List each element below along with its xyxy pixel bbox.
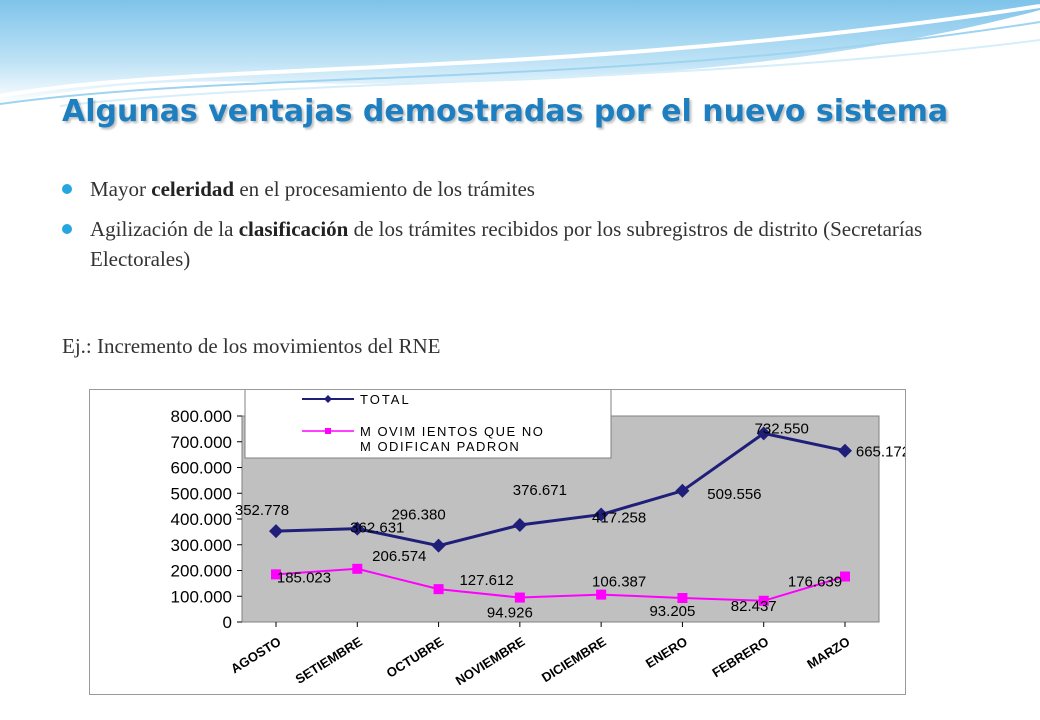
data-label: 127.612 xyxy=(459,572,513,589)
data-label: 296.380 xyxy=(391,507,445,524)
legend-diamond-icon xyxy=(324,395,332,403)
data-point-total xyxy=(756,426,771,441)
data-label: 732.550 xyxy=(755,420,809,437)
line-chart: 800.000 700.000 600.000 500.000 400.000 300.0… xyxy=(171,390,905,689)
data-point-movimientos xyxy=(596,589,607,600)
bullet-item: Agilización de la clasificación de los t… xyxy=(62,214,992,274)
data-point-total xyxy=(675,483,690,498)
bullet-dot-icon xyxy=(62,184,72,194)
series-line-total xyxy=(275,431,846,548)
legend-label-movimientos-line1: M OVIM IENTOS QUE NO xyxy=(360,424,544,439)
data-label: 206.574 xyxy=(372,548,426,565)
bullet-text-before: Mayor xyxy=(90,177,152,201)
data-point-movimientos xyxy=(514,592,525,603)
data-point-movimientos xyxy=(352,563,363,574)
data-label: 185.023 xyxy=(277,569,331,586)
bullet-text-bold: clasificación xyxy=(238,217,349,241)
x-category-label: NOVIEMBRE xyxy=(453,634,528,689)
data-point-total xyxy=(269,524,283,539)
y-tick-label: 100.000 xyxy=(171,587,232,606)
bullet-text-bold: celeridad xyxy=(151,177,235,201)
bullet-text-after: de los trámites recibidos por los subreg… xyxy=(90,217,923,271)
x-category-label: FEBRERO xyxy=(709,634,771,680)
x-category-label: ENERO xyxy=(643,634,690,671)
legend-box xyxy=(244,390,612,459)
x-category-label: OCTUBRE xyxy=(384,634,447,681)
data-label: 362.631 xyxy=(350,520,404,537)
y-tick-label: 400.000 xyxy=(171,510,232,529)
bullet-text-before: Agilización de la xyxy=(90,217,239,241)
data-label: 93.205 xyxy=(649,603,695,620)
data-label: 376.671 xyxy=(513,482,567,499)
data-label: 82.437 xyxy=(731,598,777,615)
series-line-movimientos xyxy=(275,567,846,602)
data-label: 417.258 xyxy=(592,510,646,527)
y-tick-label: 800.000 xyxy=(171,407,232,426)
x-category-label: DICIEMBRE xyxy=(539,634,609,686)
bullet-list: Mayor celeridad en el procesamiento de l… xyxy=(62,174,992,284)
data-label: 665.172 xyxy=(856,444,905,461)
data-label: 106.387 xyxy=(592,574,646,591)
data-point-movimientos xyxy=(271,569,281,580)
slide-title: Algunas ventajas demostradas por el nuev… xyxy=(62,94,949,129)
chart-legend: TOTAL M OVIM IENTOS QUE NOM ODIFICAN PADR… xyxy=(244,390,612,459)
legend-square-icon xyxy=(325,428,331,434)
data-point-total xyxy=(594,507,609,522)
data-point-total xyxy=(838,443,852,458)
x-category-label: SETIEMBRE xyxy=(293,634,366,687)
bullet-dot-icon xyxy=(62,224,72,234)
data-label: 176.639 xyxy=(788,574,842,591)
header-swoosh-decoration xyxy=(0,0,1040,107)
y-tick-label: 300.000 xyxy=(171,536,232,555)
bullet-item: Mayor celeridad en el procesamiento de l… xyxy=(62,174,992,204)
data-label: 352.778 xyxy=(235,502,289,519)
data-point-total xyxy=(512,518,527,533)
x-category-label: MARZO xyxy=(804,634,852,672)
legend-label-movimientos-line2: M ODIFICAN PADRON xyxy=(360,439,520,454)
data-point-movimientos xyxy=(758,595,769,606)
chart-container: 800.000 700.000 600.000 500.000 400.000 300.0… xyxy=(89,389,906,695)
y-tick-label: 0 xyxy=(223,613,232,632)
y-tick-label: 600.000 xyxy=(171,459,232,478)
legend-label-total: TOTAL xyxy=(360,392,411,407)
x-category-label: AGOSTO xyxy=(228,634,284,676)
data-label: 94.926 xyxy=(487,605,533,622)
data-point-total xyxy=(431,538,446,553)
y-tick-label: 200.000 xyxy=(171,562,232,581)
y-tick-label: 700.000 xyxy=(171,433,232,452)
data-label: 509.556 xyxy=(707,486,761,503)
bullet-text-after: en el procesamiento de los trámites xyxy=(234,177,535,201)
y-tick-label: 500.000 xyxy=(171,484,232,503)
data-point-movimientos xyxy=(677,592,688,603)
example-caption: Ej.: Incremento de los movimientos del R… xyxy=(62,334,441,358)
data-point-movimientos xyxy=(433,584,444,595)
data-point-movimientos xyxy=(840,571,850,582)
data-point-total xyxy=(350,521,365,536)
